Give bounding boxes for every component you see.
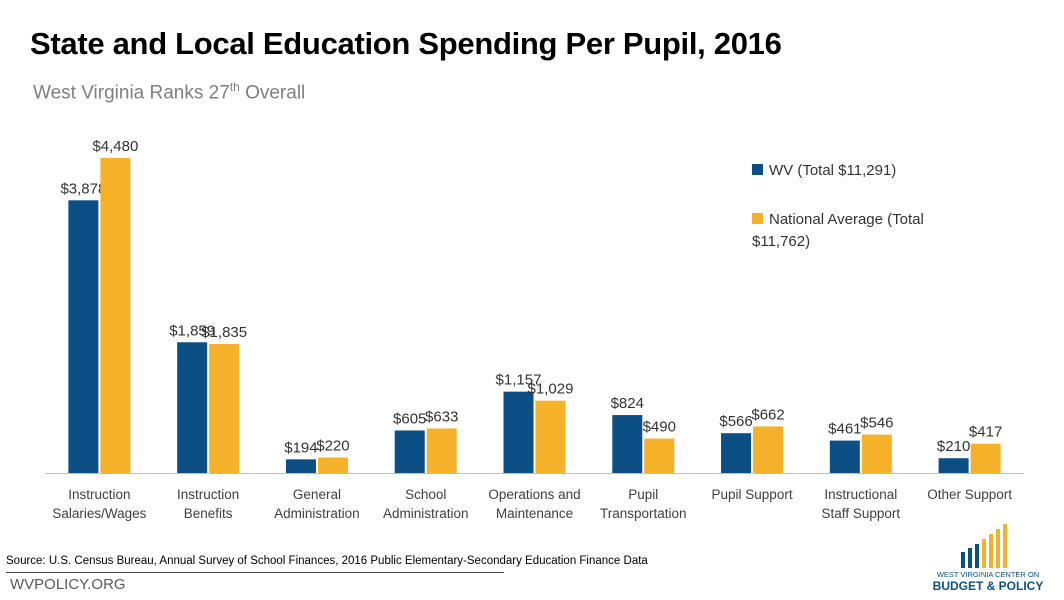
bar-wv [503,391,534,473]
logo-text-line1: WEST VIRGINIA CENTER ON [937,570,1039,579]
data-label-wv: $1,859 [169,322,215,339]
data-label-national: $546 [860,415,893,432]
bar-national [644,438,675,473]
site-url: WVPOLICY.ORG [10,576,126,593]
source-divider [6,572,504,573]
source-note: Source: U.S. Census Bureau, Annual Surve… [6,555,648,567]
data-label-wv: $566 [719,413,752,430]
category-label: Staff Support [822,506,901,521]
data-label-wv: $605 [393,410,426,427]
category-label: Benefits [184,506,233,521]
data-label-national: $220 [316,438,349,455]
data-label-national: $490 [643,419,676,436]
category-label: Other Support [927,487,1012,502]
category-label: Transportation [600,506,687,521]
legend-swatch-national [752,213,763,224]
bar-chart: $3,878 $4,480 Instruction Salaries/Wages $1,… [45,138,1024,521]
chart-title: State and Local Education Spending Per P… [30,26,782,61]
category-label: Instructional [824,487,897,502]
legend-swatch-wv [752,164,763,175]
category-label: Pupil Support [712,487,793,502]
bar-national [861,434,892,473]
legend-label-wv: WV (Total $11,291) [769,162,897,179]
category-label: Operations and [488,487,580,502]
data-label-national: $662 [751,406,784,423]
data-label-wv: $1,157 [496,372,542,389]
data-label-national: $4,480 [92,138,138,155]
bar-national [535,400,566,473]
category-label: Maintenance [496,506,573,521]
data-label-national: $633 [425,408,458,425]
category-label: Instruction [177,487,239,502]
category-label: Instruction [68,487,130,502]
wvcbp-logo: WEST VIRGINIA CENTER ON BUDGET & POLICY [933,524,1044,593]
category-label: Salaries/Wages [52,506,146,521]
chart-subtitle: West Virginia Ranks 27th Overall [33,80,306,104]
bar-national [970,443,1001,473]
data-label-national: $1,029 [528,381,574,398]
bar-wv [68,200,99,473]
logo-bars-icon [961,524,1007,568]
data-label-wv: $3,878 [60,180,106,197]
bar-wv [394,430,425,473]
data-label-wv: $210 [937,438,970,455]
data-label-wv: $461 [828,421,861,438]
category-label: Pupil [628,487,658,502]
category-label: Administration [274,506,360,521]
category-label: School [405,487,446,502]
legend-item-wv: WV (Total $11,291) [752,160,896,182]
bar-national [100,158,131,473]
bar-national [209,343,240,473]
bar-wv [177,342,208,473]
data-label-national: $1,835 [201,324,247,341]
bar-wv [285,459,316,473]
legend-label-national: National Average (Total $11,762) [752,211,924,250]
bar-national [426,428,457,473]
bar-national [753,426,784,473]
bar-national [317,457,348,473]
bar-wv [612,415,643,473]
category-label: General [293,487,341,502]
bar-wv [721,433,752,473]
category-label: Administration [383,506,469,521]
data-label-national: $417 [969,424,1002,441]
bar-wv [829,440,860,473]
data-label-wv: $194 [284,439,317,456]
legend-item-national: National Average (Total $11,762) [752,209,962,253]
logo-text-line2: BUDGET & POLICY [933,579,1044,593]
data-label-wv: $824 [611,395,644,412]
bar-wv [938,458,969,473]
